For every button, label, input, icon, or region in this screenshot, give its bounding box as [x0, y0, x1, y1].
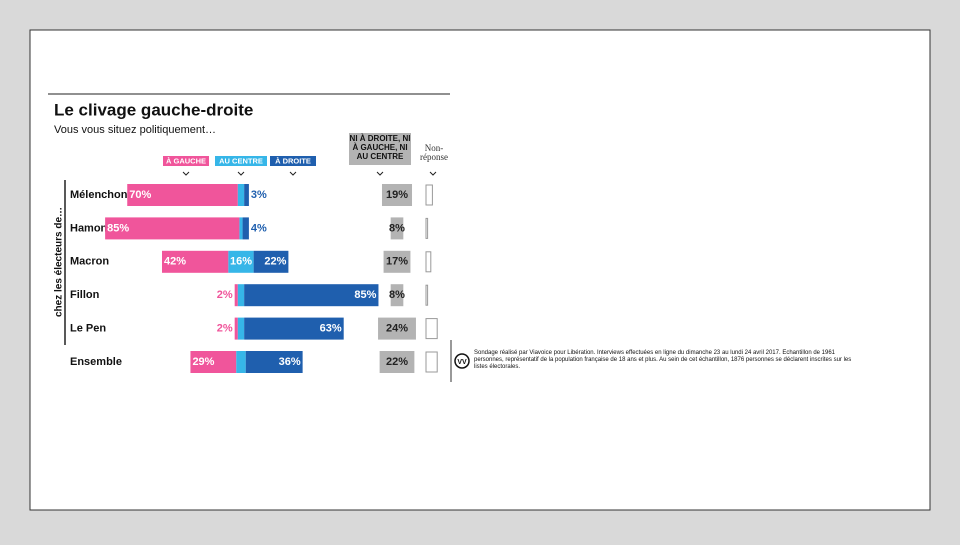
category-label: Le Pen — [70, 323, 106, 335]
header-label: NI À DROITE, NI À GAUCHE, NI AU CENTRE — [349, 134, 411, 161]
header-box — [270, 156, 316, 166]
bar-nini — [379, 351, 415, 373]
bar-nini — [390, 217, 404, 240]
header-box — [349, 133, 411, 165]
value-label: 22% — [264, 256, 286, 268]
category-label: Ensemble — [70, 356, 122, 368]
header-arrow — [237, 171, 245, 176]
header-box — [215, 156, 267, 166]
bar-gauche — [190, 351, 237, 373]
value-label: 24% — [386, 323, 408, 335]
value-label: 42% — [164, 256, 186, 268]
bar-gauche — [234, 284, 238, 307]
y-axis-label: chez les électeurs de… — [54, 207, 65, 317]
category-label: Macron — [70, 256, 109, 268]
bar-centre — [228, 250, 254, 273]
value-label: 70% — [129, 189, 151, 201]
value-label: 29% — [192, 356, 214, 368]
bar-non-reponse — [425, 284, 429, 306]
bar-droite — [245, 351, 303, 373]
header-arrow — [376, 171, 384, 176]
bar-non-reponse — [425, 351, 438, 373]
bar-non-reponse — [425, 251, 432, 273]
bar-nini — [383, 250, 411, 273]
bar-centre — [236, 351, 246, 373]
category-label: Hamon — [70, 222, 108, 234]
value-label: 85% — [354, 289, 376, 301]
bar-nini — [381, 184, 413, 206]
value-label: 16% — [230, 256, 252, 268]
bar-gauche — [127, 184, 238, 206]
header-arrow — [182, 171, 190, 176]
source-icon — [454, 353, 470, 369]
bar-centre — [239, 217, 243, 240]
bar-non-reponse — [425, 318, 438, 340]
bar-centre — [237, 317, 245, 340]
header-label: Non-réponse — [420, 143, 448, 162]
bar-droite — [242, 217, 249, 240]
bar-centre — [237, 284, 245, 307]
value-label: 8% — [389, 289, 405, 301]
value-label: 19% — [386, 189, 408, 201]
header-arrow — [289, 171, 297, 176]
bar-nini — [390, 284, 404, 307]
bar-gauche — [162, 250, 229, 273]
value-label: 8% — [389, 222, 405, 234]
bar-gauche — [234, 317, 238, 340]
bar-nini — [378, 317, 416, 340]
bar-centre — [237, 184, 245, 206]
bar-non-reponse — [425, 184, 433, 206]
header-label: À DROITE — [275, 156, 311, 165]
value-label: 4% — [251, 222, 267, 234]
header-label: À GAUCHE — [166, 156, 206, 165]
category-label: Fillon — [70, 289, 100, 301]
value-label: 2% — [217, 289, 233, 301]
chart-subtitle: Vous vous situez politiquement… — [54, 124, 216, 136]
bar-droite — [244, 284, 379, 307]
value-label: 63% — [320, 323, 342, 335]
header-arrow — [429, 171, 437, 176]
header-box — [163, 156, 209, 166]
bar-droite — [253, 250, 289, 273]
bar-non-reponse — [425, 217, 429, 239]
value-label: 17% — [386, 256, 408, 268]
bar-gauche — [105, 217, 240, 240]
value-label: 85% — [107, 222, 129, 234]
bar-droite — [244, 184, 249, 206]
bar-droite — [244, 317, 344, 340]
value-label: 3% — [251, 189, 267, 201]
category-label: Mélenchon — [70, 189, 128, 201]
source-icon-text: VV — [457, 359, 467, 366]
chart-title: Le clivage gauche-droite — [54, 100, 253, 119]
value-label: 36% — [279, 356, 301, 368]
value-label: 2% — [217, 323, 233, 335]
value-label: 22% — [386, 356, 408, 368]
header-label: AU CENTRE — [219, 156, 263, 165]
source-note: Sondage réalisé par Viavoice pour Libéra… — [474, 350, 852, 370]
